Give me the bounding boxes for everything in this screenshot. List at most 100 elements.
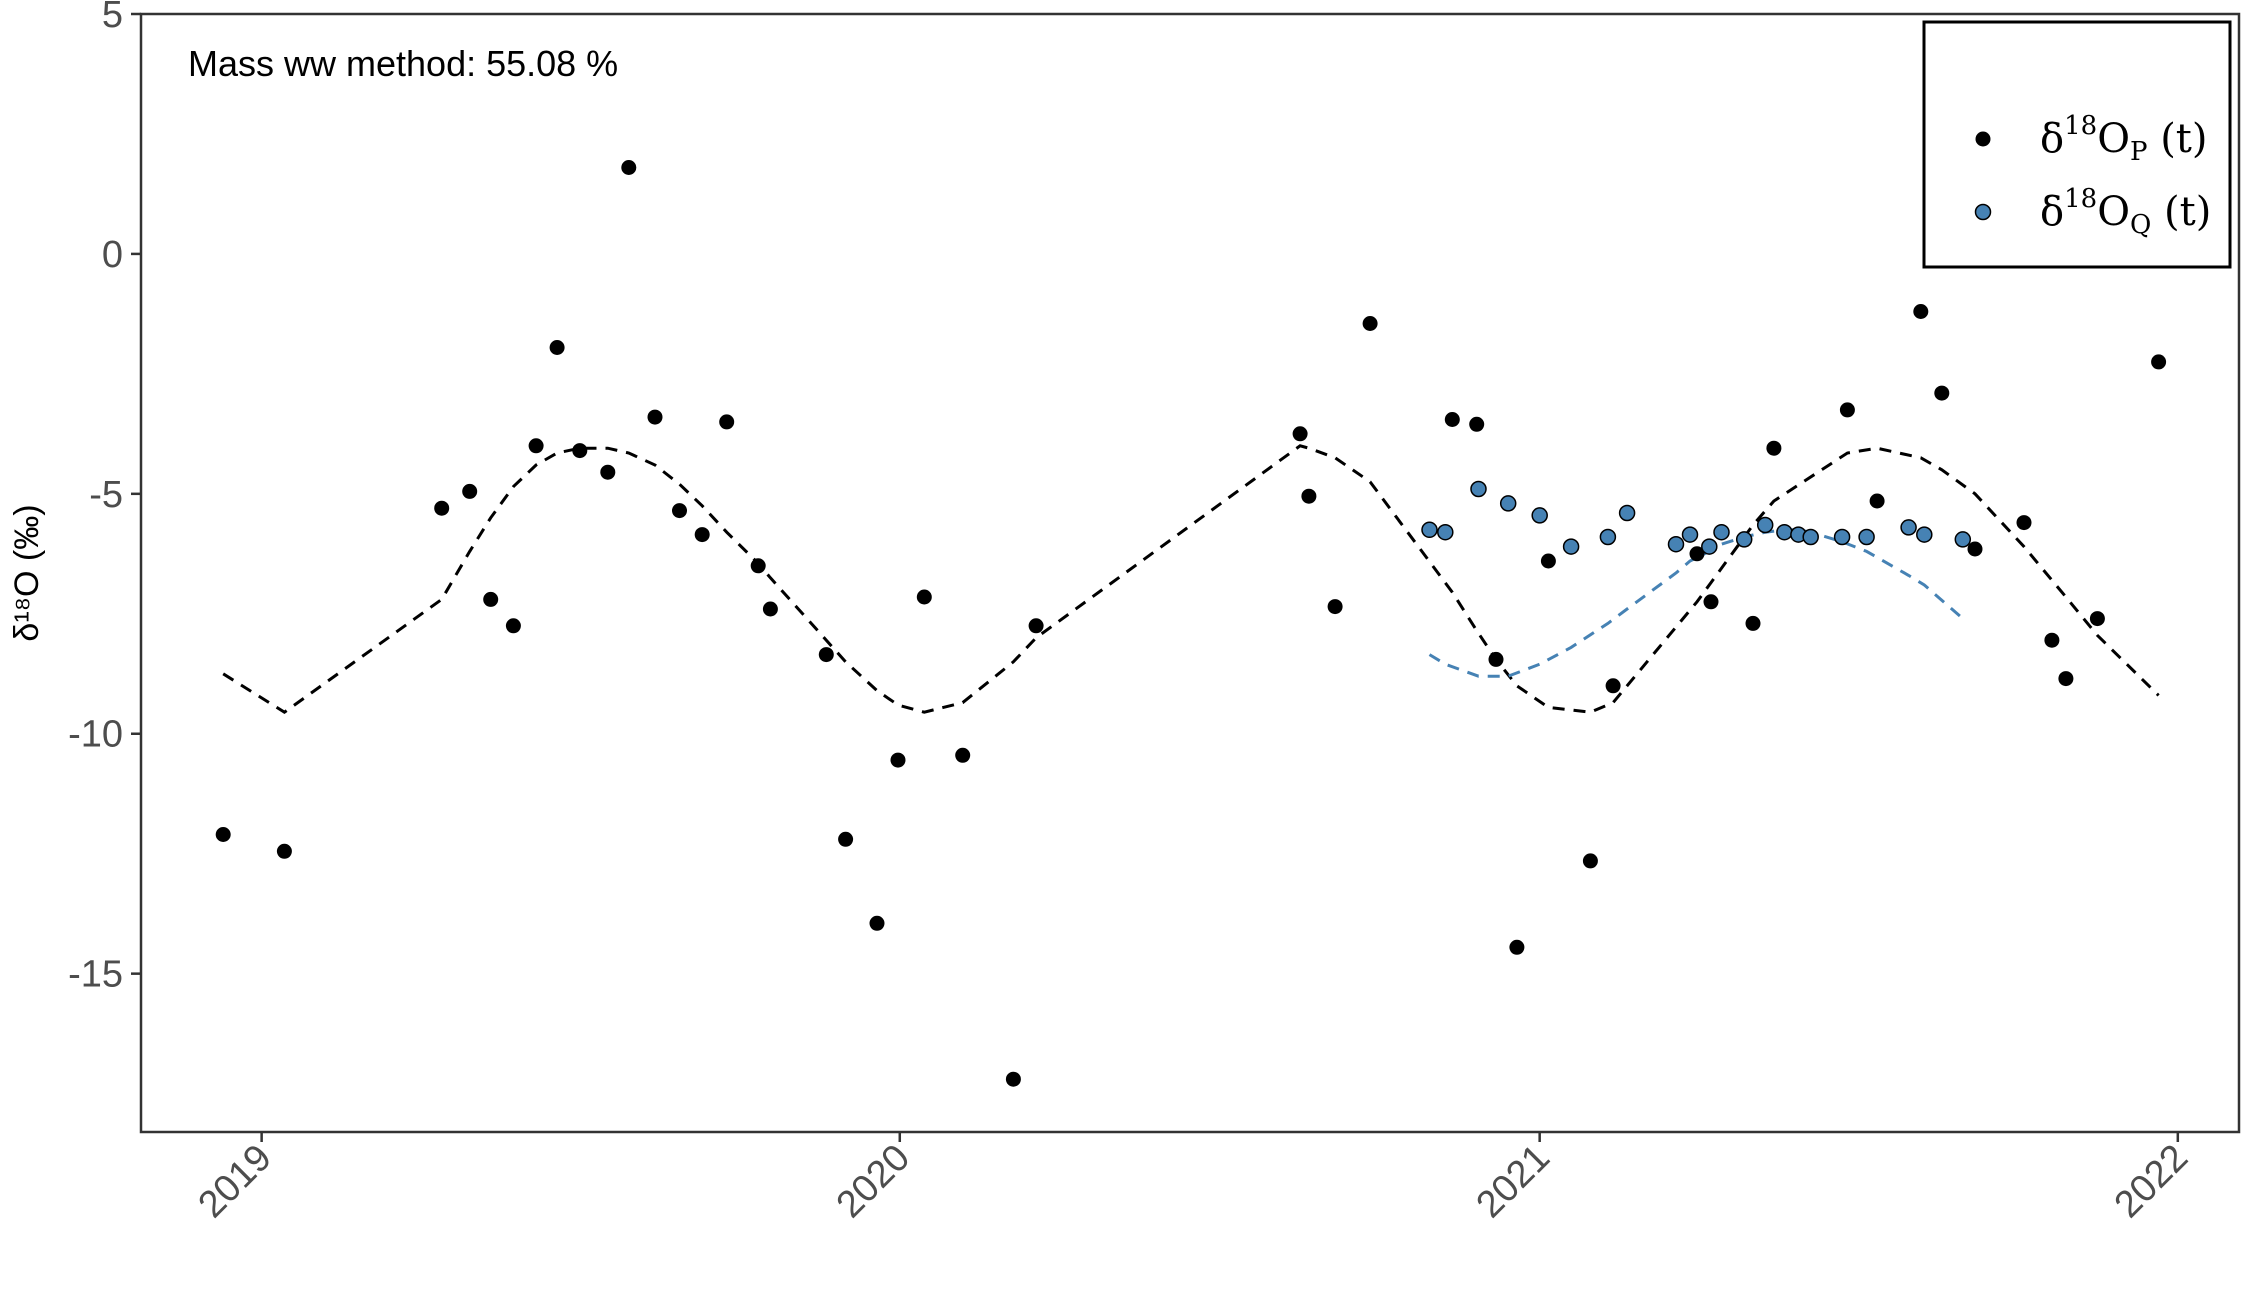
data-point-q [1713,523,1730,541]
y-tick-label: -5 [89,474,123,516]
data-points [215,160,2167,1087]
data-point-q [1776,523,1793,541]
data-point-p [1005,1071,1021,1087]
data-point-q [1499,495,1517,512]
data-point-q [1618,504,1636,522]
data-point-p [719,414,735,430]
y-tick-label: -10 [68,714,123,756]
data-point-p [276,843,292,859]
data-point-p [672,503,687,519]
plot-panel [139,12,2241,1134]
data-point-q [1858,528,1875,546]
data-point-p [955,747,971,763]
fit-lines [222,444,2160,715]
legend-label-p-delta: δ [2040,116,2064,162]
data-point-p [549,340,565,355]
data-point-p [1028,618,1044,634]
data-point-p [1540,553,1556,569]
data-point-p [528,438,544,454]
data-point-p [1703,594,1719,610]
chart-annotation: Mass ww method: 55.08 % [188,43,618,84]
data-point-q [1562,538,1580,555]
data-point-p [762,601,778,617]
data-point-p [572,443,588,459]
data-point-p [694,527,710,543]
data-point-p [2058,671,2074,687]
legend-label-q-tail: (t) [2151,189,2211,235]
legend-label-q: δ18OQ (t) [2040,184,2211,240]
data-point-p [505,618,521,634]
data-point-p [600,464,616,480]
data-point-q [1667,535,1685,553]
data-point-p [1605,678,1621,694]
data-point-p [1327,599,1343,615]
data-point-p [483,591,499,607]
data-point-p [2089,611,2105,627]
data-point-q [1421,521,1438,539]
legend-label-p-main: O [2097,116,2130,162]
legend-label-p: δ18OP (t) [2040,111,2207,167]
data-point-p [1839,402,1855,418]
data-point-p [2016,515,2032,531]
data-point-p [1967,541,1983,557]
data-point-q [1916,526,1933,543]
data-point-p [750,558,766,574]
fit-line [222,444,2160,715]
data-point-p [1934,385,1950,401]
data-point-p [1869,493,1885,509]
data-point-q [1900,519,1917,536]
legend-label-q-delta: δ [2040,189,2064,235]
y-axis: 5 0 -5 -10 -15 [68,0,141,996]
data-point-p [1509,939,1525,955]
data-point-q [1735,531,1753,548]
legend: δ18OP (t) δ18OQ (t) [1922,20,2232,269]
data-point-q [1681,526,1699,543]
data-point-p [2151,354,2167,370]
data-point-p [838,831,854,847]
y-tick-label: -15 [68,954,123,996]
legend-label-q-main: O [2097,189,2130,235]
data-point-p [462,483,478,499]
data-point-q [1531,507,1548,524]
data-point-p [1292,426,1308,442]
legend-key-p [1975,131,1991,147]
data-point-p [1362,316,1378,331]
fit-line [1428,528,1964,678]
data-point-p [1444,412,1460,427]
data-point-p [2044,632,2060,648]
data-point-p [1913,304,1929,319]
data-point-p [869,915,885,931]
data-point-q [1802,528,1819,546]
data-point-p [647,409,663,425]
legend-box [1922,20,2232,269]
legend-label-q-sub: Q [2130,210,2151,240]
data-point-q [1954,531,1972,548]
data-point-p [1488,651,1504,667]
data-point-p [1745,615,1761,631]
data-point-p [434,500,450,516]
data-point-q [1701,538,1718,555]
data-point-p [1689,546,1705,562]
data-point-q [1437,523,1454,541]
data-point-p [621,160,637,175]
data-point-q [1833,528,1851,546]
data-point-p [1301,488,1317,504]
data-point-q [1599,528,1617,546]
data-point-q [1756,516,1774,534]
data-point-p [890,752,906,768]
y-axis-title: δ¹⁸O (‰) [8,504,46,641]
y-tick-label: 5 [102,0,123,36]
data-point-q [1470,480,1487,498]
data-point-p [1766,440,1782,456]
legend-label-p-tail: (t) [2147,116,2207,162]
data-point-p [1582,853,1598,869]
legend-label-q-sup: 18 [2064,184,2097,214]
data-point-p [818,647,834,663]
data-point-p [215,827,231,842]
legend-label-p-sup: 18 [2064,111,2097,141]
data-point-p [1469,416,1485,432]
data-point-p [916,589,932,605]
legend-key-q [1974,203,1992,221]
y-tick-label: 0 [102,234,123,276]
